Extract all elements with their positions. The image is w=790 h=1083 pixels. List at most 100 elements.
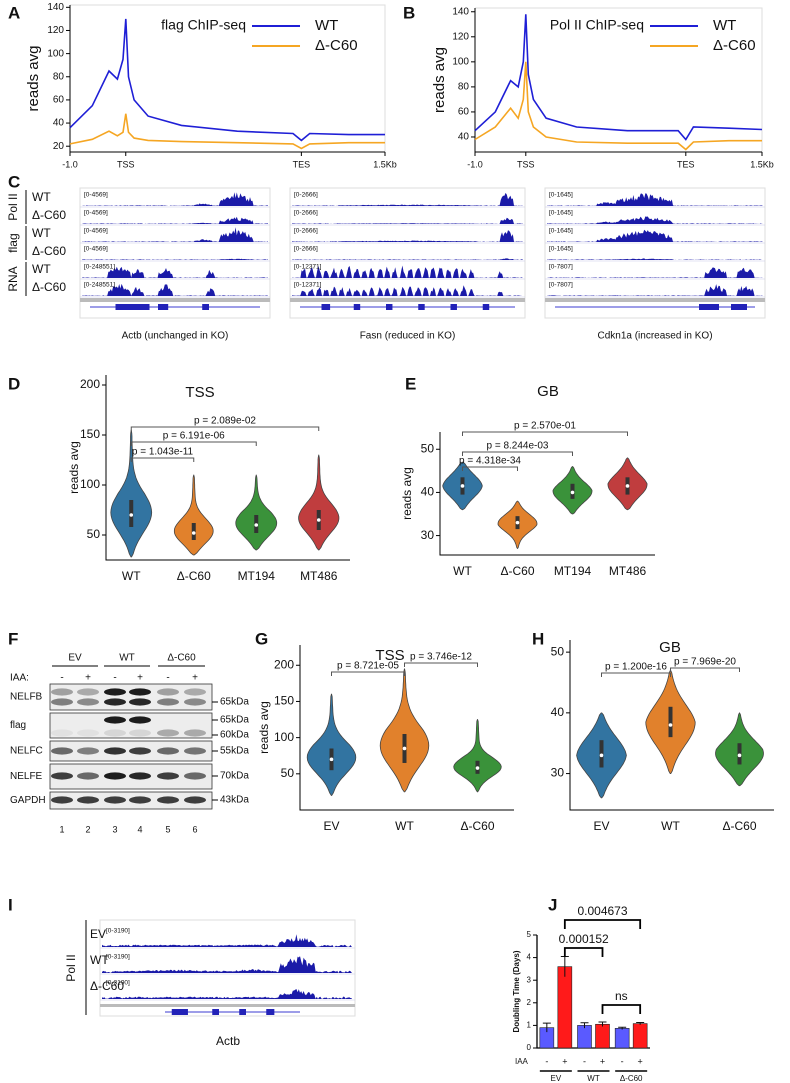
p-value: ns	[615, 989, 628, 1003]
panel-letter: H	[532, 629, 544, 648]
y-tick-label: 100	[274, 730, 294, 744]
iaa-label: IAA:	[10, 673, 29, 684]
x-tick-label: TES	[293, 159, 311, 169]
iaa-sign: +	[85, 673, 91, 684]
track-panel	[544, 187, 766, 319]
x-tick-label: MT194	[554, 564, 592, 578]
y-tick-label: 40	[551, 705, 565, 719]
track-range: [0-4569]	[84, 192, 108, 199]
y-axis-label: reads avg	[67, 441, 81, 494]
p-value: p = 8.721e-05	[337, 661, 399, 672]
exon	[115, 304, 150, 310]
plot-frame	[475, 7, 763, 152]
exon	[202, 304, 209, 310]
blot-band	[129, 772, 151, 780]
track-row-label: Δ-C60	[90, 979, 124, 993]
lane-number: 1	[59, 824, 64, 834]
y-axis-label: reads avg	[431, 47, 448, 113]
violin-body	[235, 474, 278, 551]
x-tick-label: MT194	[238, 569, 276, 583]
track-signal	[82, 283, 268, 296]
track-range: [0-1645]	[549, 210, 573, 217]
blot-band	[104, 716, 126, 724]
blot-band	[104, 747, 126, 755]
bracket	[130, 457, 195, 462]
x-tick-label: +	[600, 1056, 605, 1066]
y-tick-label: 5	[527, 930, 532, 939]
violin-median	[737, 753, 742, 758]
blot-band	[77, 747, 99, 755]
track-signal	[547, 284, 763, 296]
violin-median	[191, 531, 196, 535]
bracket	[462, 466, 518, 471]
y-tick-label: 30	[421, 528, 435, 542]
track-group-label: Pol II	[64, 954, 78, 981]
error-bar	[598, 1021, 607, 1027]
error-bar	[580, 1022, 589, 1029]
exon	[239, 1009, 246, 1015]
y-tick-label: 50	[421, 441, 435, 455]
track-range: [0-1645]	[549, 192, 573, 199]
size-label: 60kDa	[220, 730, 249, 741]
track-signal	[82, 258, 268, 260]
bar	[614, 1028, 630, 1049]
track-group-label: RNA	[6, 266, 20, 291]
axis	[299, 645, 514, 811]
x-tick-label: -1.0	[62, 159, 78, 169]
blot-band	[157, 698, 179, 706]
chart-title: GB	[537, 383, 559, 400]
bracket	[462, 431, 628, 436]
violin-median	[475, 766, 480, 770]
violin-median	[460, 484, 465, 488]
error-bar	[542, 1022, 551, 1033]
chart-title: TSS	[185, 384, 214, 401]
blot-group: WT	[119, 653, 135, 664]
x-tick-label: MT486	[300, 569, 338, 583]
iaa-sign: -	[113, 673, 116, 684]
blot-group: Δ-C60	[167, 653, 196, 664]
y-tick-label: 40	[458, 132, 470, 143]
x-tick-label: WT	[395, 819, 414, 833]
blot-band	[129, 747, 151, 755]
p-value: p = 6.191e-06	[163, 431, 225, 442]
track-range: [0-2666]	[294, 246, 318, 253]
track-range: [0-12371]	[294, 282, 322, 289]
blot-band	[77, 772, 99, 780]
track-panel	[99, 919, 356, 1017]
group-label: Δ-C60	[620, 1074, 643, 1083]
track-range: [0-2666]	[294, 228, 318, 235]
track-signal	[547, 193, 763, 206]
track-signal	[102, 956, 352, 973]
exon	[699, 304, 719, 310]
panel-letter: E	[405, 374, 416, 393]
y-tick-label: 120	[47, 25, 64, 36]
iaa-sign: -	[60, 673, 63, 684]
track-row-label: WT	[32, 226, 51, 240]
track-signal	[547, 216, 763, 224]
track-signal	[547, 229, 763, 242]
x-tick-label: MT486	[609, 564, 647, 578]
y-tick-label: 60	[458, 107, 470, 118]
y-tick-label: 20	[53, 141, 65, 152]
track-signal	[292, 192, 523, 206]
blot-band	[77, 698, 99, 706]
track-panel	[289, 187, 526, 319]
track-row-label: EV	[90, 927, 106, 941]
blot-band	[77, 729, 99, 737]
plot-frame	[70, 4, 386, 152]
y-tick-label: 150	[274, 694, 294, 708]
bar	[557, 966, 573, 1049]
violin-median	[668, 723, 673, 727]
exon	[321, 304, 331, 310]
y-tick-label: 100	[80, 477, 100, 491]
lane-number: 4	[137, 824, 142, 834]
group-label: WT	[587, 1074, 600, 1083]
track-signal	[102, 989, 352, 999]
bracket	[563, 919, 642, 929]
exon	[386, 304, 393, 310]
track-row-label: Δ-C60	[32, 244, 66, 258]
ruler	[100, 1004, 355, 1007]
axis	[569, 640, 774, 811]
panel-letter: A	[8, 3, 20, 22]
exon	[266, 1009, 275, 1015]
